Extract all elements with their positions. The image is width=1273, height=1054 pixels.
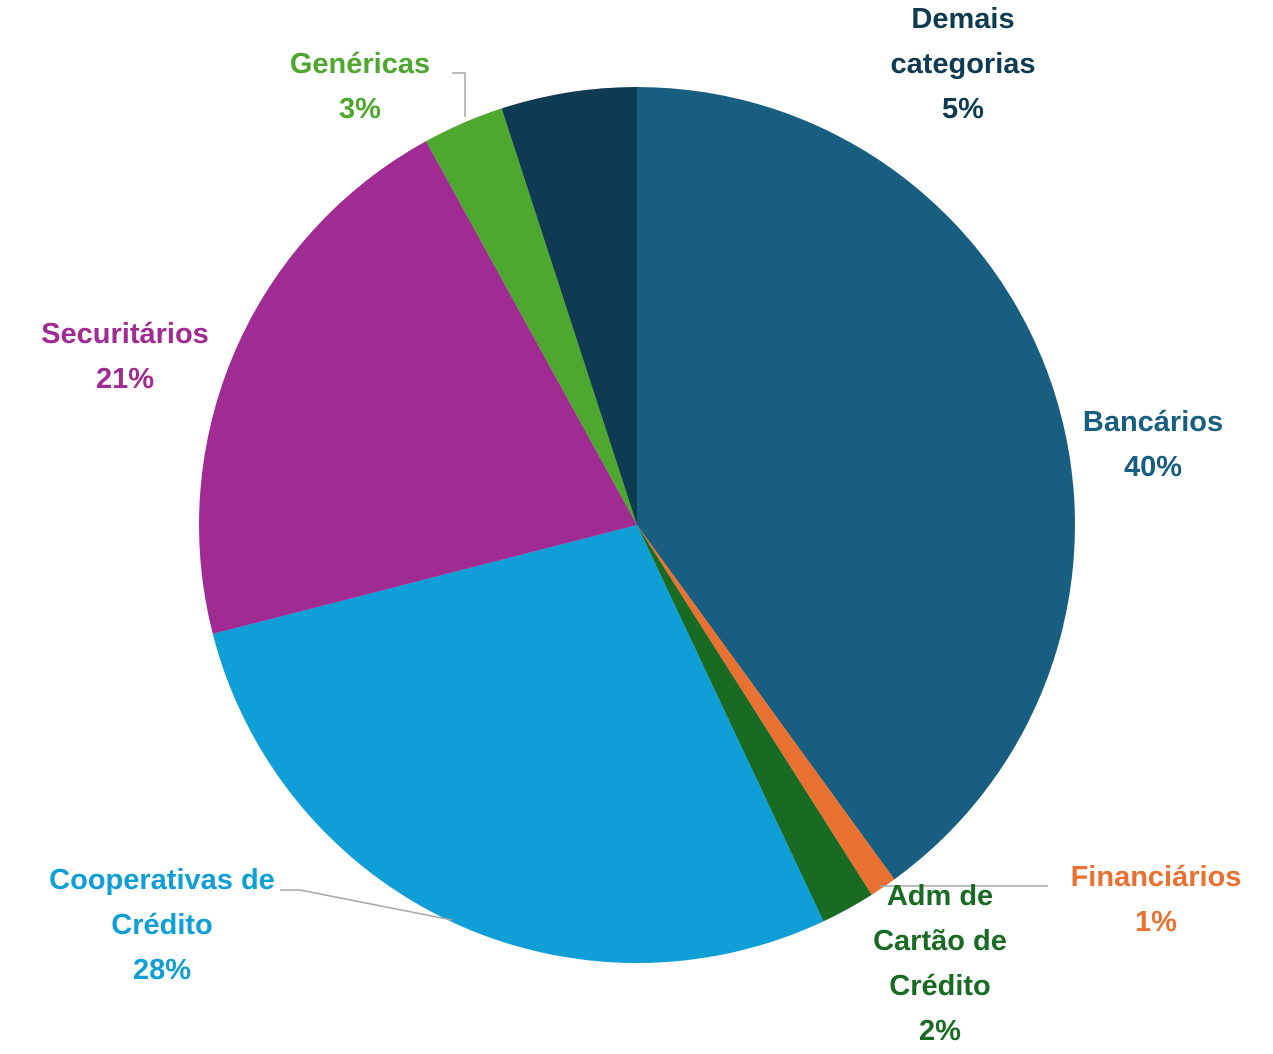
pie-slice xyxy=(501,87,637,525)
category-label: Bancários xyxy=(1082,406,1224,438)
category-label: Genéricas xyxy=(289,48,431,80)
leader-line xyxy=(280,889,453,921)
pie-slice xyxy=(199,141,637,634)
pie-slice xyxy=(425,108,637,525)
value-label: 28% xyxy=(132,954,192,986)
value-label: 5% xyxy=(942,93,984,125)
category-label: Cooperativas de Crédito xyxy=(49,864,275,941)
data-label: Genéricas 3% xyxy=(260,42,460,132)
pie-slice xyxy=(212,525,824,963)
data-label: Demais categorias 5% xyxy=(863,0,1063,132)
value-label: 2% xyxy=(919,1015,961,1047)
data-label: Adm de Cartão de Crédito 2% xyxy=(845,874,1035,1054)
value-label: 1% xyxy=(1135,906,1177,938)
category-label: Securitários xyxy=(41,318,209,350)
value-label: 40% xyxy=(1123,451,1183,483)
pie-slice xyxy=(637,87,1075,880)
category-label: Adm de Cartão de Crédito xyxy=(873,880,1007,1002)
pie-slice xyxy=(637,525,895,895)
value-label: 3% xyxy=(339,93,381,125)
pie-slice xyxy=(637,525,872,922)
data-label: Securitários 21% xyxy=(5,312,245,402)
data-label: Bancários 40% xyxy=(1043,400,1263,490)
leader-line xyxy=(452,72,466,117)
data-label: Financiários 1% xyxy=(1036,855,1273,945)
category-label: Demais categorias xyxy=(890,3,1036,80)
category-label: Financiários xyxy=(1070,861,1242,893)
value-label: 21% xyxy=(95,363,155,395)
data-label: Cooperativas de Crédito 28% xyxy=(37,858,287,993)
